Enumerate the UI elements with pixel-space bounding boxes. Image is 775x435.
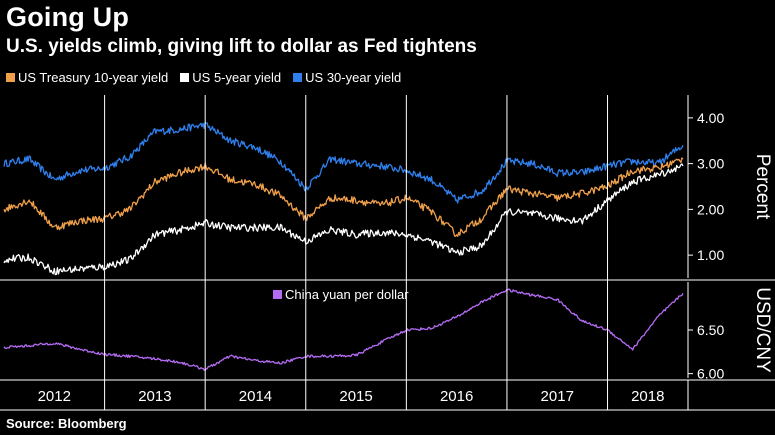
y-tick-label: 4.00 — [697, 110, 724, 126]
legend-swatch-yuan — [273, 290, 282, 299]
legend-swatch-5y — [180, 73, 190, 82]
x-tick-label: 2016 — [440, 388, 473, 405]
y-tick-label: 6.50 — [697, 322, 724, 338]
legend-swatch-30y — [293, 73, 303, 82]
x-tick-label: 2013 — [138, 388, 171, 405]
legend-label-yuan: China yuan per dollar — [285, 287, 409, 302]
legend-item-5y: US 5-year yield — [180, 70, 281, 85]
y-tick-label: 3.00 — [697, 156, 724, 172]
series-line-us-30-year-yield — [3, 121, 684, 204]
x-tick-label: 2018 — [631, 388, 664, 405]
legend-label-10y: US Treasury 10-year yield — [18, 70, 169, 85]
chart-title: Going Up — [6, 2, 130, 32]
series-line-us-5-year-yield — [3, 163, 684, 276]
x-tick-label: 2014 — [239, 388, 272, 405]
chart-subtitle: U.S. yields climb, giving lift to dollar… — [6, 36, 477, 57]
legend-item-30y: US 30-year yield — [293, 70, 401, 85]
legend-item-10y: US Treasury 10-year yield — [6, 70, 168, 85]
y-tick-label: 6.00 — [697, 366, 724, 382]
x-tick-label: 2015 — [339, 388, 372, 405]
legend: US Treasury 10-year yield US 5-year yiel… — [6, 70, 401, 85]
y-tick-label: 1.00 — [697, 247, 724, 263]
legend-label-30y: US 30-year yield — [305, 70, 402, 85]
x-tick-label: 2012 — [38, 388, 71, 405]
series-line-us-treasury-10-year-yield — [3, 157, 684, 237]
x-tick-label: 2017 — [541, 388, 574, 405]
source-note: Source: Bloomberg — [6, 416, 127, 431]
y-tick-label: 2.00 — [697, 201, 724, 217]
y-axis-label-0: Percent — [752, 154, 773, 220]
y-axis-label-1: USD/CNY — [752, 287, 773, 373]
legend-label-5y: US 5-year yield — [192, 70, 282, 85]
series-line-china-yuan-per-dollar — [3, 288, 684, 371]
legend-swatch-10y — [6, 73, 15, 82]
